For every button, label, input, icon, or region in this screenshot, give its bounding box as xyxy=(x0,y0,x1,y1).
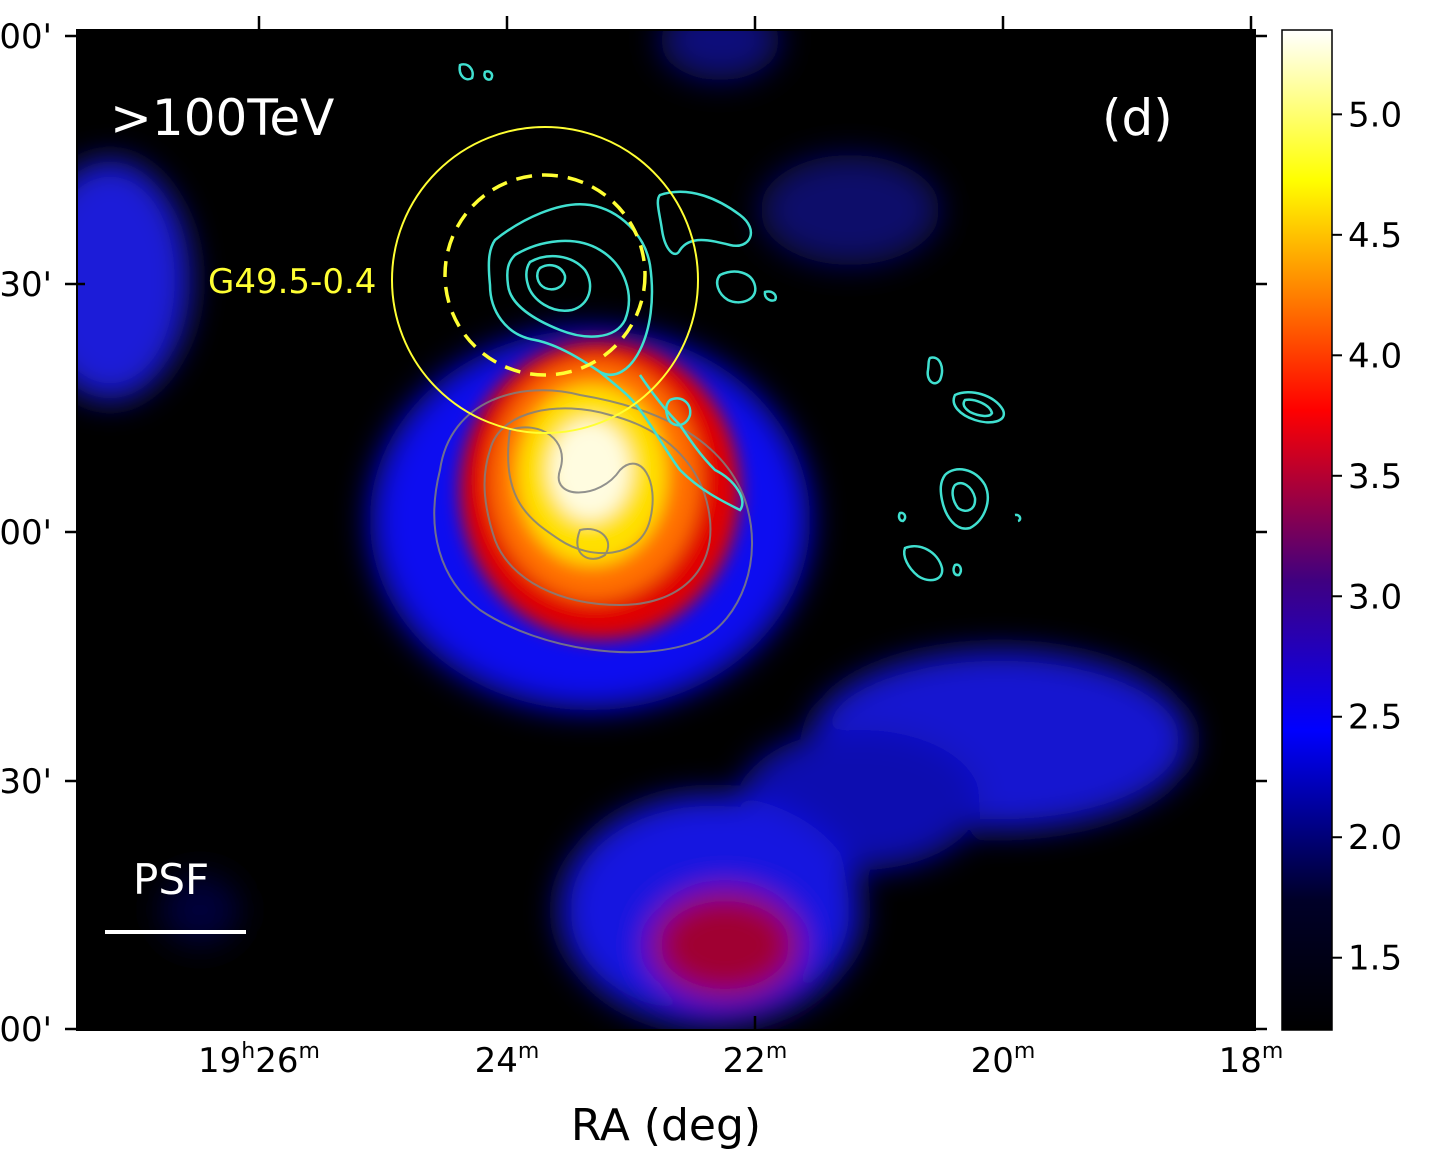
cyan-contours xyxy=(458,63,1022,582)
colorbar-tick-label: 3.5 xyxy=(1348,457,1402,497)
colorbar-gradient xyxy=(1281,29,1333,1031)
psf-label: PSF xyxy=(133,855,209,904)
source-core-dashed-circle xyxy=(443,173,647,377)
colorbar-tick-label: 1.5 xyxy=(1348,939,1402,979)
colorbar-tick-label: 4.0 xyxy=(1348,336,1402,376)
colorbar-tick-label: 2.5 xyxy=(1348,698,1402,738)
colorbar-tick-label: 2.0 xyxy=(1348,818,1402,858)
x-axis-label: RA (deg) xyxy=(571,1100,761,1151)
colorbar: 5.0 4.5 4.0 3.5 3.0 2.5 2.0 1.5 xyxy=(1281,29,1402,1031)
colorbar-tick-label: 3.0 xyxy=(1348,577,1402,617)
x-tick-label: 24m xyxy=(475,1039,540,1081)
colorbar-tick-label: 5.0 xyxy=(1348,95,1402,135)
y-tick-label: 30' xyxy=(0,265,52,305)
y-tick-label: 00' xyxy=(0,17,52,57)
y-tick-label: 00' xyxy=(0,1010,52,1050)
gray-contours xyxy=(433,389,753,654)
x-axis: 19h26m 24m 22m 20m 18m xyxy=(198,16,1283,1081)
source-extent-circle xyxy=(391,126,699,434)
panel-label: (d) xyxy=(1102,89,1173,147)
x-tick-label: 18m xyxy=(1219,1039,1284,1081)
colorbar-tick-label: 4.5 xyxy=(1348,216,1402,256)
plot-frame xyxy=(76,29,1256,1031)
x-tick-label: 19h26m xyxy=(198,1039,320,1081)
y-axis: 00' 30' 00' 30' 00' xyxy=(0,17,1267,1050)
significance-map xyxy=(77,30,1255,1030)
x-tick-label: 20m xyxy=(971,1039,1036,1081)
energy-label: >100TeV xyxy=(110,89,334,147)
y-tick-label: 30' xyxy=(0,762,52,802)
source-label: G49.5-0.4 xyxy=(208,262,376,302)
x-tick-label: 22m xyxy=(723,1039,788,1081)
y-tick-label: 00' xyxy=(0,513,52,553)
